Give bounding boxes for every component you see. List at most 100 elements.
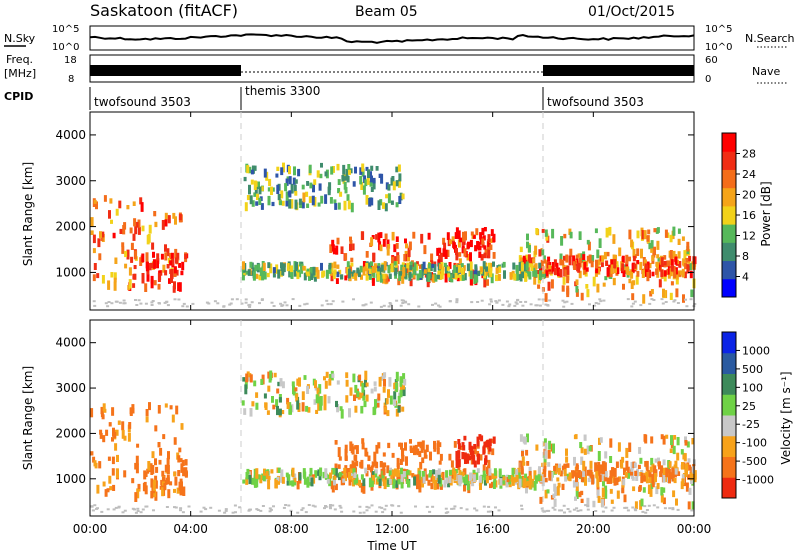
velocity-echo-cell — [358, 479, 361, 487]
power-echo-cell — [164, 252, 168, 261]
velocity-echo-cell — [689, 472, 693, 481]
power-echo-cell — [160, 253, 164, 260]
velocity-echo-cell — [462, 469, 466, 475]
velocity-echo-cell — [674, 468, 678, 475]
velocity-echo-cell — [360, 482, 364, 493]
power-echo-cell — [348, 169, 351, 175]
velocity-echo-cell — [599, 466, 603, 474]
velocity-echo-cell — [367, 455, 371, 461]
velocity-echo-cell — [488, 446, 492, 452]
freq-tick-low: 8 — [68, 74, 74, 85]
velocity-echo-cell — [150, 490, 154, 499]
power-echo-cell — [92, 234, 96, 244]
power-echo-cell — [370, 261, 374, 266]
power-echo-cell — [282, 162, 285, 173]
power-echo-cell — [569, 231, 573, 239]
power-echo-cell — [673, 269, 677, 279]
power-echo-cell — [394, 267, 398, 275]
power-ground-scatter — [222, 305, 226, 308]
velocity-echo-cell — [631, 476, 635, 481]
power-echo-cell — [335, 278, 339, 284]
velocity-echo-cell — [602, 475, 606, 481]
power-echo-cell — [297, 168, 301, 177]
power-ground-scatter — [181, 305, 185, 308]
velocity-echo-cell — [691, 438, 695, 445]
velocity-echo-cell — [263, 393, 267, 399]
power-ground-scatter — [594, 302, 598, 304]
velocity-echo-cell — [400, 442, 403, 450]
velocity-echo-cell — [325, 371, 329, 378]
power-echo-cell — [481, 227, 485, 236]
velocity-echo-cell — [324, 468, 328, 479]
power-echo-cell — [476, 241, 480, 250]
velocity-echo-cell — [586, 497, 590, 508]
power-ground-scatter — [352, 298, 355, 301]
velocity-echo-cell — [665, 474, 668, 483]
power-echo-cell — [170, 273, 173, 283]
velocity-echo-cell — [594, 462, 598, 472]
power-echo-cell — [336, 271, 340, 278]
velocity-ground-scatter — [399, 511, 403, 514]
velocity-echo-cell — [627, 472, 630, 479]
velocity-echo-cell — [647, 484, 651, 494]
power-echo-cell — [135, 221, 139, 228]
velocity-echo-cell — [604, 451, 608, 459]
power-echo-cell — [656, 254, 660, 259]
velocity-echo-cell — [651, 464, 655, 469]
velocity-echo-cell — [480, 435, 484, 442]
velocity-echo-cell — [384, 406, 388, 413]
power-ground-scatter — [362, 304, 366, 307]
power-echo-cell — [446, 249, 450, 257]
power-echo-cell — [480, 267, 484, 272]
velocity-echo-cell — [577, 470, 581, 478]
power-echo-cell — [293, 266, 297, 277]
velocity-echo-cell — [355, 445, 359, 454]
velocity-echo-cell — [584, 476, 587, 486]
power-echo-cell — [121, 242, 125, 247]
velocity-echo-cell — [348, 479, 352, 486]
velocity-echo-cell — [354, 405, 358, 413]
velocity-ground-scatter — [450, 507, 454, 510]
velocity-echo-cell — [287, 474, 291, 485]
power-echo-cell — [108, 210, 111, 219]
power-echo-cell — [331, 244, 335, 252]
velocity-echo-cell — [251, 477, 255, 485]
power-ground-scatter — [104, 302, 108, 305]
velocity-ground-scatter — [482, 505, 486, 508]
velocity-echo-cell — [644, 461, 648, 467]
power-echo-cell — [333, 261, 337, 269]
velocity-echo-cell — [148, 402, 151, 411]
velocity-echo-cell — [96, 484, 100, 494]
power-echo-cell — [276, 166, 280, 171]
power-ground-scatter — [650, 298, 654, 301]
velocity-ground-scatter — [663, 507, 667, 510]
power-echo-cell — [519, 246, 523, 253]
velocity-echo-cell — [685, 469, 688, 476]
power-echo-cell — [590, 260, 594, 268]
power-echo-cell — [316, 170, 320, 178]
velocity-echo-cell — [408, 470, 412, 476]
power-echo-cell — [541, 273, 545, 279]
power-echo-cell — [253, 165, 257, 171]
power-echo-cell — [540, 265, 544, 271]
power-echo-cell — [563, 255, 566, 261]
power-ground-scatter — [228, 303, 232, 306]
velocity-echo-cell — [349, 387, 353, 396]
power-echo-cell — [302, 265, 306, 271]
power-echo-cell — [689, 270, 693, 279]
velocity-echo-cell — [386, 465, 390, 474]
power-echo-cell — [270, 186, 273, 195]
velocity-ground-scatter — [90, 505, 94, 508]
power-echo-cell — [263, 168, 267, 178]
velocity-echo-cell — [650, 483, 654, 489]
velocity-echo-cell — [573, 456, 576, 466]
power-echo-cell — [660, 269, 664, 277]
velocity-echo-cell — [382, 374, 386, 380]
velocity-echo-cell — [117, 420, 121, 425]
power-echo-cell — [522, 255, 526, 265]
velocity-echo-cell — [471, 481, 475, 487]
power-ground-scatter — [544, 303, 548, 306]
velocity-echo-cell — [554, 486, 558, 497]
velocity-echo-cell — [396, 472, 400, 483]
power-echo-cell — [293, 166, 296, 176]
